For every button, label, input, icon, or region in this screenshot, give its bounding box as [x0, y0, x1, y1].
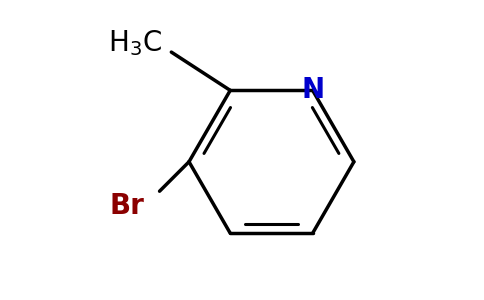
Text: Br: Br [110, 192, 145, 220]
Text: $\mathregular{H_3C}$: $\mathregular{H_3C}$ [108, 28, 163, 58]
Text: N: N [301, 76, 324, 104]
